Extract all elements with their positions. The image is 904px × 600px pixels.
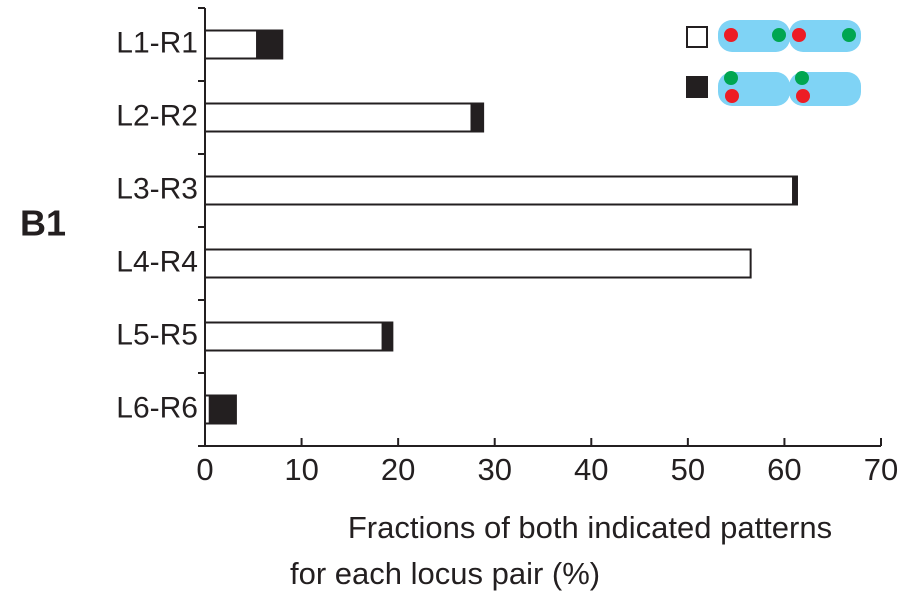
x-tick-label: 70: [864, 452, 898, 487]
bar-segment: [204, 175, 795, 206]
panel-label: B1: [20, 203, 66, 244]
bar-segment: [208, 394, 237, 425]
x-axis-label: Fractions of both indicated patterns: [348, 510, 832, 545]
dot: [725, 89, 739, 103]
y-tick-label: L5-R5: [116, 318, 198, 351]
legend-swatch: [686, 76, 708, 98]
dot: [842, 28, 856, 42]
x-tick-label: 10: [284, 452, 318, 487]
x-tick-label: 0: [196, 452, 213, 487]
legend-icons: [718, 20, 861, 106]
bar-segment: [256, 29, 284, 60]
cell-icon: [789, 20, 861, 52]
bar-segment: [470, 102, 485, 133]
legend-swatch: [686, 26, 708, 48]
x-tick-label: 20: [381, 452, 415, 487]
dot: [792, 28, 806, 42]
y-tick-label: L3-R3: [116, 172, 198, 205]
y-tick-label: L6-R6: [116, 391, 198, 424]
x-axis-label: for each locus pair (%): [290, 556, 600, 591]
y-tick-label: L2-R2: [116, 99, 198, 132]
y-tick-label: L1-R1: [116, 26, 198, 59]
bar-segment: [204, 29, 259, 60]
x-tick-label: 40: [574, 452, 608, 487]
bar-segment: [204, 102, 473, 133]
dot: [772, 28, 786, 42]
cell-icon: [718, 20, 790, 52]
x-tick-label: 30: [477, 452, 511, 487]
y-tick-label: L4-R4: [116, 245, 198, 278]
dot: [724, 28, 738, 42]
bar-segment: [792, 175, 798, 206]
dot: [795, 71, 809, 85]
bar-segment: [381, 321, 394, 352]
bar-segment: [204, 321, 384, 352]
dot: [796, 89, 810, 103]
dot: [724, 71, 738, 85]
x-tick-label: 60: [767, 452, 801, 487]
x-tick-label: 50: [671, 452, 705, 487]
bar-segment: [204, 248, 752, 279]
